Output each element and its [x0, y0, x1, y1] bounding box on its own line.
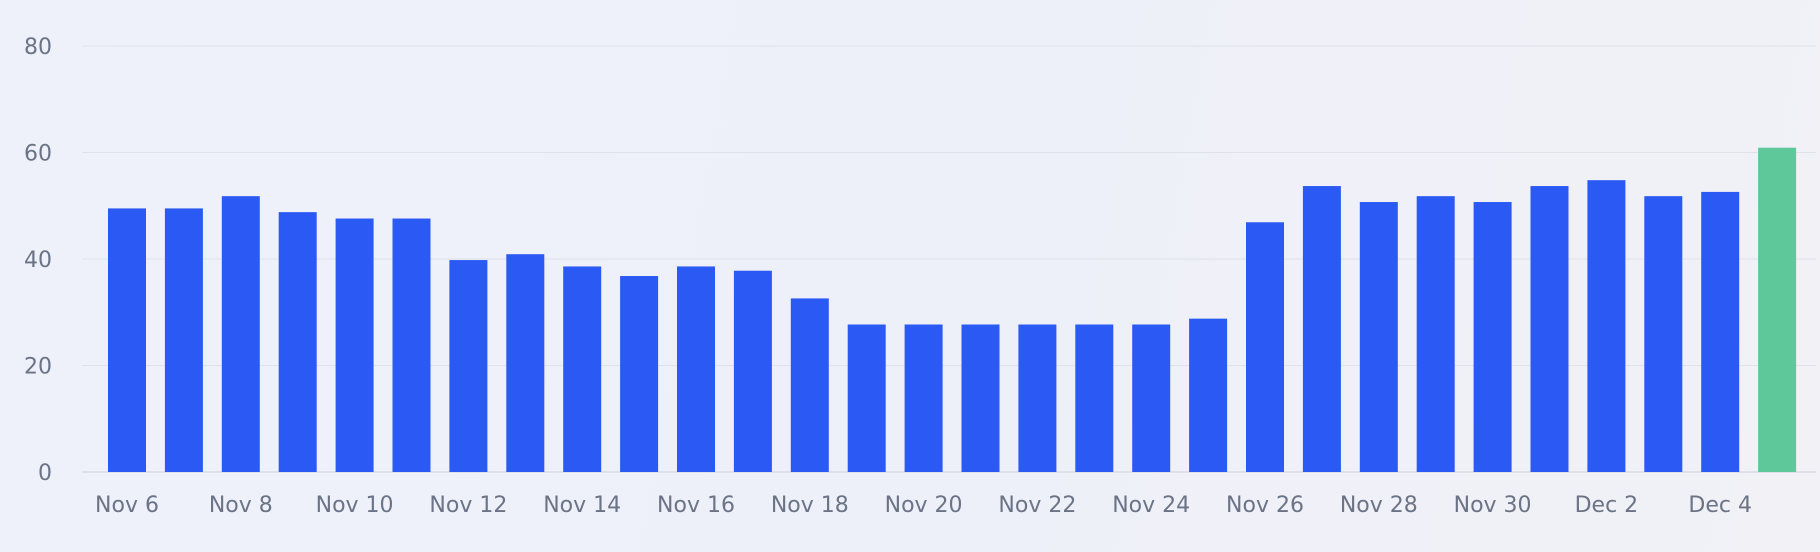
bar-dec-4[interactable]: [1701, 191, 1740, 472]
bar-nov-25[interactable]: [1189, 318, 1228, 472]
x-tick-label: Nov 14: [543, 493, 621, 518]
bar-nov-21[interactable]: [961, 324, 1000, 472]
x-tick-label: Nov 6: [95, 493, 159, 518]
y-tick-label: 60: [24, 142, 52, 167]
bar-dec-2[interactable]: [1587, 180, 1626, 472]
bar-nov-19[interactable]: [847, 324, 886, 472]
bar-nov-27[interactable]: [1302, 186, 1341, 473]
bar-nov-20[interactable]: [904, 324, 943, 472]
bar-nov-15[interactable]: [620, 276, 659, 472]
x-tick-label: Nov 16: [657, 493, 735, 518]
bar-nov-8[interactable]: [221, 196, 260, 473]
x-axis: Nov 6 Nov 8 Nov 10 Nov 12 Nov 14 Nov 16 Nov 18…: [95, 493, 1752, 518]
bar-dec-1[interactable]: [1530, 186, 1569, 473]
x-tick-label: Nov 10: [316, 493, 394, 518]
bar-dec-3[interactable]: [1644, 196, 1683, 473]
bar-nov-14[interactable]: [563, 266, 602, 472]
x-tick-label: Nov 22: [998, 493, 1076, 518]
bar-nov-7[interactable]: [164, 208, 203, 472]
bar-nov-28[interactable]: [1359, 202, 1398, 472]
bars: [108, 147, 1797, 473]
x-tick-label: Nov 12: [429, 493, 507, 518]
bar-nov-6[interactable]: [108, 208, 146, 472]
bar-nov-11[interactable]: [392, 218, 431, 472]
bar-nov-24[interactable]: [1132, 324, 1171, 472]
x-tick-label: Dec 2: [1575, 493, 1639, 518]
bar-nov-12[interactable]: [449, 260, 488, 472]
y-tick-label: 0: [38, 461, 52, 486]
bar-nov-26[interactable]: [1246, 222, 1284, 472]
bar-nov-29[interactable]: [1416, 196, 1455, 473]
bar-nov-16[interactable]: [677, 266, 715, 472]
y-axis: 0 20 40 60 80: [24, 35, 52, 486]
bar-nov-13[interactable]: [506, 254, 545, 472]
x-tick-label: Nov 28: [1340, 493, 1418, 518]
y-tick-label: 40: [24, 248, 52, 273]
y-tick-label: 20: [24, 355, 52, 380]
x-tick-label: Nov 26: [1226, 493, 1304, 518]
bar-nov-18[interactable]: [790, 298, 829, 472]
y-tick-label: 80: [24, 35, 52, 60]
x-tick-label: Nov 30: [1454, 493, 1532, 518]
x-tick-label: Nov 24: [1112, 493, 1190, 518]
bar-nov-30[interactable]: [1473, 202, 1512, 472]
x-tick-label: Nov 18: [771, 493, 849, 518]
bar-nov-9[interactable]: [278, 212, 317, 472]
x-tick-label: Nov 8: [209, 493, 273, 518]
bar-nov-23[interactable]: [1075, 324, 1114, 472]
bar-nov-22[interactable]: [1018, 324, 1057, 472]
x-tick-label: Dec 4: [1688, 493, 1752, 518]
bar-dec-5[interactable]: [1758, 147, 1797, 472]
bar-nov-10[interactable]: [335, 218, 374, 472]
bar-nov-17[interactable]: [733, 270, 772, 472]
x-tick-label: Nov 20: [885, 493, 963, 518]
